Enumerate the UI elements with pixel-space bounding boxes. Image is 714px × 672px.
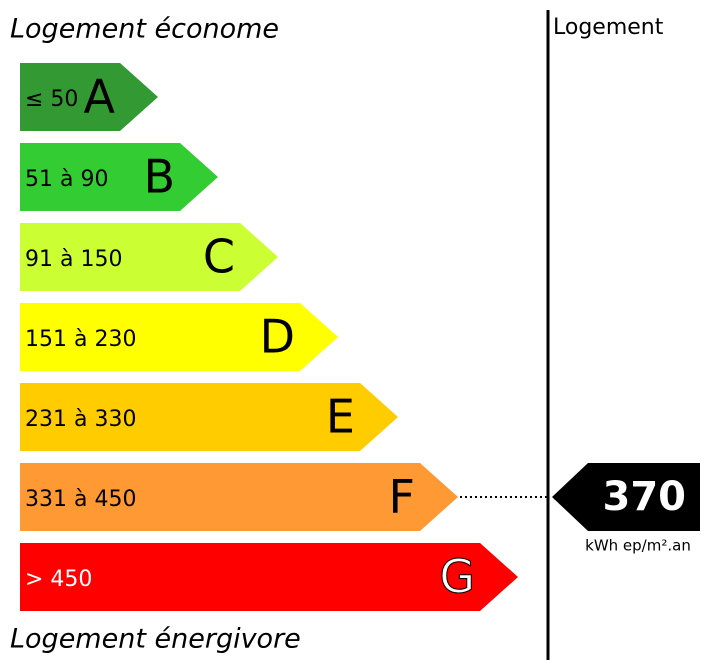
band-range: > 450 [25,567,92,592]
band-range: 51 à 90 [25,167,108,192]
band-letter: B [143,150,175,204]
band-letter: D [260,310,295,364]
band-range: 151 à 230 [25,327,136,352]
band-arrow [20,143,218,211]
band-arrow [20,303,338,371]
column-header: Logement [553,15,664,40]
marker-arrow [552,463,700,531]
marker-unit: kWh ep/m².an [585,537,691,555]
band-arrow [20,383,398,451]
band-range: 231 à 330 [25,407,136,432]
marker-value: 370 [603,474,687,520]
band-arrow [20,63,158,131]
band-letter: E [326,390,355,444]
band-range: 331 à 450 [25,487,136,512]
band-letter: G [439,550,475,604]
band-arrow [20,463,458,531]
band-range: 91 à 150 [25,247,122,272]
bottom-caption: Logement énergivore [10,624,301,655]
band-letter: F [389,470,415,524]
band-letter: A [84,70,116,124]
top-caption: Logement économe [10,14,279,45]
band-letter: C [203,230,235,284]
band-arrow [20,543,518,611]
band-range: ≤ 50 [25,87,78,112]
band-arrow [20,223,278,291]
